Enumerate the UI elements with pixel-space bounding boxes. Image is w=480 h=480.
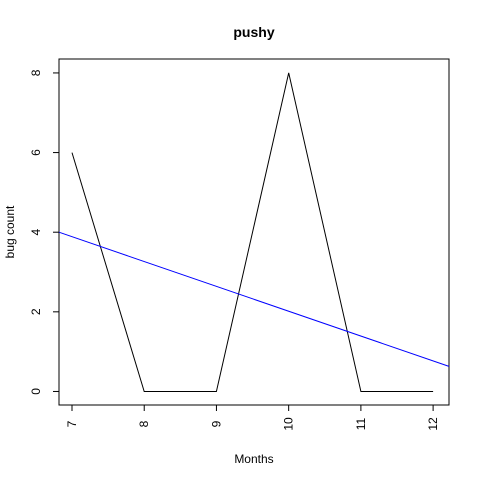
x-tick-label: 12 (426, 417, 440, 431)
x-tick-label: 9 (209, 420, 223, 427)
x-axis: 7 8 9 10 11 12 (65, 405, 440, 431)
x-axis-label: Months (234, 452, 273, 466)
x-tick-label: 8 (137, 420, 151, 427)
y-tick-label: 4 (29, 229, 43, 236)
series-line (71, 72, 434, 392)
x-tick-label: 7 (65, 420, 79, 427)
y-tick-label: 6 (29, 149, 43, 156)
x-tick-label: 11 (354, 417, 368, 430)
series-layer (58, 72, 450, 392)
x-tick-label: 10 (282, 417, 296, 431)
trend-line (58, 231, 450, 367)
y-axis-label: bug count (3, 205, 17, 258)
y-tick-label: 2 (29, 308, 43, 315)
y-axis: 0 2 4 6 8 (29, 69, 59, 395)
y-tick-label: 8 (29, 69, 43, 76)
y-tick-label: 0 (29, 388, 43, 395)
chart-title: pushy (233, 24, 274, 40)
